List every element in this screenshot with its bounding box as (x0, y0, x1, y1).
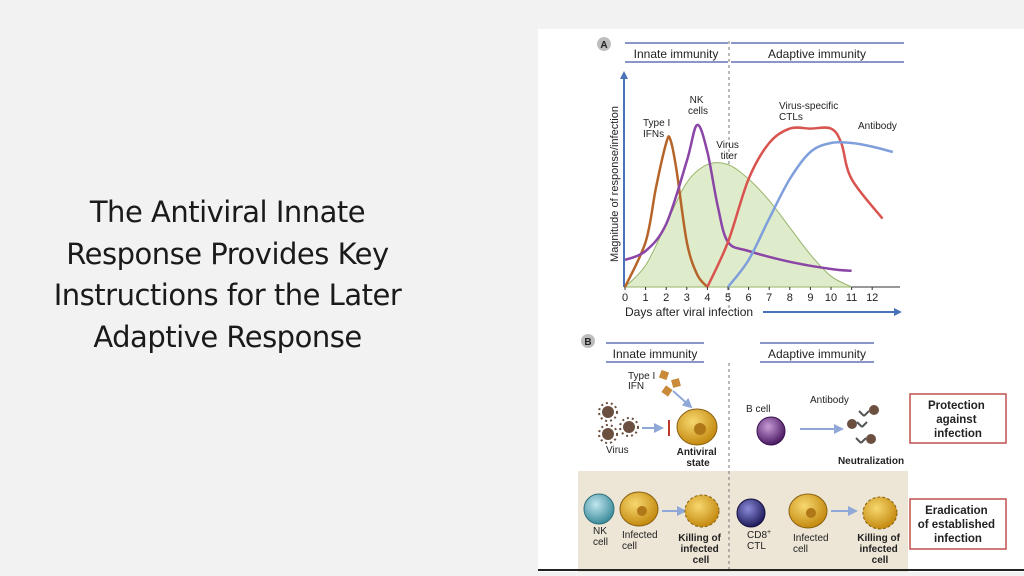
y-axis-label: Magnitude of response/infection (609, 106, 621, 262)
panel-b-label: B (584, 337, 591, 348)
type-i-ifn-particles (658, 369, 681, 397)
ctls-curve (706, 126, 884, 288)
ifn-arrow (672, 390, 693, 409)
antibody-curve (727, 140, 894, 288)
nk-cells-curve (624, 123, 852, 273)
x-tick-label: 5 (725, 292, 731, 304)
type-i-ifns-curve (623, 135, 709, 288)
ctls-label: Virus-specific CTLs (779, 101, 841, 123)
infected-cell-label-ctl: Infected cell (793, 533, 831, 555)
innate-immunity-header-b: Innate immunity (613, 347, 698, 361)
x-tick-labels: 0 1 2 3 4 5 6 7 8 9 10 11 12 (622, 287, 878, 304)
nk-cell-label: NK cell (593, 526, 610, 548)
x-tick-label: 1 (643, 292, 649, 304)
x-tick-label: 6 (746, 292, 752, 304)
antiviral-state-label: Antiviral state (677, 447, 720, 469)
type-i-ifns-label: Type I IFNs (643, 118, 673, 140)
immunology-figure: A Innate immunity Adaptive immunity Magn… (538, 29, 1024, 572)
x-tick-label: 4 (704, 292, 710, 304)
b-cell-label: B cell (746, 404, 770, 415)
x-tick-label: 12 (866, 292, 878, 304)
panel-b-badge (581, 334, 595, 348)
innate-immunity-header-a: Innate immunity (634, 47, 719, 61)
killed-cell-icon-nk (684, 494, 720, 528)
x-tick-label: 2 (663, 292, 669, 304)
bottom-rule (538, 569, 1024, 571)
virus-icon (598, 402, 639, 444)
nk-cells-label: NK cells (688, 95, 708, 117)
panel-a: A Innate immunity Adaptive immunity Magn… (597, 37, 904, 319)
panel-a-badge (597, 37, 611, 51)
protection-box (909, 393, 1007, 444)
x-tick-label: 9 (807, 292, 813, 304)
protection-label: Protection against infection (928, 400, 988, 440)
neutralization-label: Neutralization (838, 456, 904, 467)
x-tick-label: 0 (622, 292, 628, 304)
virus-titer-label: Virus titer (716, 140, 741, 162)
killing-label-ctl: Killing of infected cell (857, 533, 903, 566)
x-tick-label: 8 (787, 292, 793, 304)
eradication-box (909, 498, 1007, 550)
b-cell-icon (756, 416, 786, 446)
adaptive-immunity-header-a: Adaptive immunity (768, 47, 866, 61)
response-chart (623, 123, 894, 288)
antibody-virus-complexes (847, 405, 879, 444)
type-i-ifn-label: Type I IFN (628, 371, 658, 392)
x-tick-label: 11 (846, 292, 857, 304)
virus-titer-curve (623, 162, 852, 288)
x-tick-label: 10 (825, 292, 837, 304)
eradication-label: Eradication of established infection (918, 505, 999, 545)
killed-cell-icon-ctl (862, 496, 898, 530)
x-tick-label: 7 (766, 292, 772, 304)
virus-label: Virus (606, 445, 629, 456)
ctl-label: CTL (747, 541, 766, 552)
cd8-label: CD8+ (747, 529, 771, 541)
killing-label-nk: Killing of infected cell (678, 533, 724, 566)
antibody-label-b: Antibody (810, 395, 849, 406)
antibody-curve-label: Antibody (858, 121, 897, 132)
x-tick-label: 3 (684, 292, 690, 304)
cd8-ctl-icon (736, 498, 766, 528)
slide-title: The Antiviral Innate Response Provides K… (53, 195, 402, 354)
panel-b: B Innate immunity Adaptive immunity Type… (578, 334, 1007, 572)
infected-cell-label-nk: Infected cell (622, 530, 660, 552)
nk-cell-icon (583, 493, 615, 525)
x-axis-label: Days after viral infection (625, 305, 753, 319)
adaptive-immunity-header-b: Adaptive immunity (768, 347, 866, 361)
panel-a-label: A (600, 40, 607, 51)
